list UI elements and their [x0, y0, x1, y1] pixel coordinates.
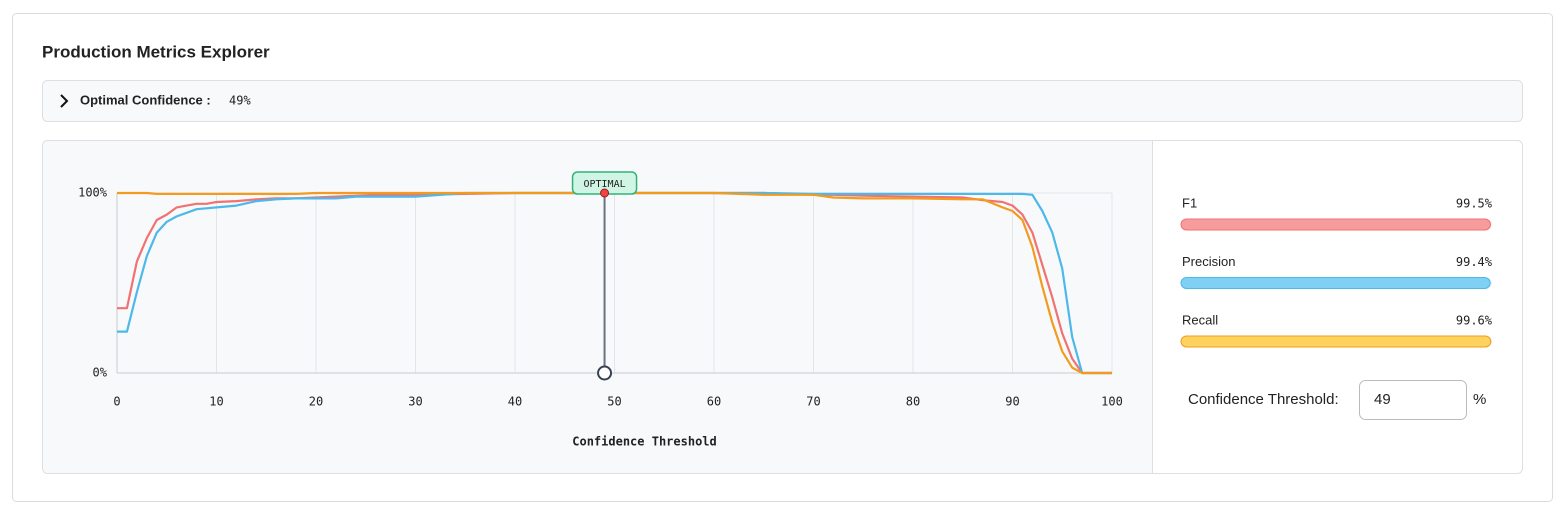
metric-value: 99.4%	[1456, 255, 1493, 269]
annotation-label: OPTIMAL	[583, 179, 625, 190]
summary-value: 49%	[229, 94, 251, 108]
series-line	[117, 191, 1112, 375]
summary-label: Optimal Confidence :	[80, 92, 211, 107]
metric-name: F1	[1182, 195, 1197, 210]
page-title: Production Metrics Explorer	[42, 42, 270, 61]
metric-bar	[1180, 218, 1491, 231]
metric-bar	[1180, 277, 1491, 289]
x-tick-label: 50	[607, 395, 621, 409]
metric-bar	[1180, 335, 1492, 348]
x-tick-label: 90	[1005, 395, 1019, 409]
metric-value: 99.6%	[1456, 314, 1493, 328]
x-tick-label: 30	[408, 395, 422, 409]
threshold-value[interactable]: 49	[1374, 391, 1391, 408]
x-tick-label: 40	[508, 395, 522, 409]
threshold-label: Confidence Threshold:	[1188, 391, 1339, 408]
summary-bar[interactable]	[42, 80, 1523, 122]
x-tick-label: 0	[113, 395, 120, 409]
metric-name: Recall	[1182, 312, 1218, 327]
metric-name: Precision	[1182, 254, 1235, 269]
y-tick-label: 100%	[78, 186, 108, 200]
x-tick-label: 20	[309, 395, 323, 409]
metric-value: 99.5%	[1456, 197, 1493, 211]
x-tick-label: 10	[209, 395, 223, 409]
chevron[interactable]	[60, 94, 69, 108]
x-tick-label: 70	[806, 395, 820, 409]
x-tick-label: 100	[1101, 395, 1123, 409]
x-axis-title: Confidence Threshold	[572, 435, 717, 449]
annotation-handle[interactable]	[597, 365, 613, 381]
plot-background	[43, 141, 1152, 473]
annotation-dot	[600, 188, 610, 198]
y-tick-label: 0%	[93, 366, 108, 380]
x-tick-label: 60	[707, 395, 721, 409]
threshold-input[interactable]	[1359, 380, 1467, 420]
x-tick-label: 80	[906, 395, 920, 409]
threshold-unit: %	[1473, 391, 1486, 408]
